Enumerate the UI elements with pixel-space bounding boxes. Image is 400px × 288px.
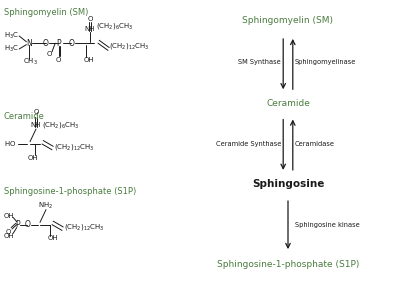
Text: N: N: [26, 39, 32, 48]
Text: Sphingosine: Sphingosine: [252, 179, 324, 189]
Text: OH: OH: [84, 57, 94, 63]
Text: OH: OH: [47, 236, 58, 241]
Text: Ceramide: Ceramide: [4, 112, 45, 121]
Text: Sphingomyelin (SM): Sphingomyelin (SM): [242, 16, 334, 25]
Text: O: O: [43, 39, 49, 48]
Text: $\mathregular{H_3C}$: $\mathregular{H_3C}$: [4, 44, 19, 54]
Text: $\mathregular{H_3C}$: $\mathregular{H_3C}$: [4, 31, 19, 41]
Text: O: O: [55, 57, 61, 63]
Text: $\mathregular{(CH_2)_6CH_3}$: $\mathregular{(CH_2)_6CH_3}$: [42, 120, 79, 130]
Text: Sphingosine-1-phosphate (S1P): Sphingosine-1-phosphate (S1P): [217, 260, 359, 270]
Text: OH: OH: [28, 155, 39, 161]
Text: Ceramide Synthase: Ceramide Synthase: [216, 141, 281, 147]
Text: OH: OH: [4, 233, 15, 239]
Text: $\mathregular{CH_3}$: $\mathregular{CH_3}$: [23, 57, 38, 67]
Text: O: O: [87, 16, 93, 22]
Text: O: O: [69, 39, 75, 48]
Text: P: P: [16, 220, 20, 229]
Text: NH: NH: [85, 26, 95, 32]
Text: Ceramide: Ceramide: [266, 99, 310, 108]
Text: Sphingosine-1-phosphate (S1P): Sphingosine-1-phosphate (S1P): [4, 187, 136, 196]
Text: OH: OH: [4, 213, 15, 219]
Text: $\mathregular{HO}$: $\mathregular{HO}$: [4, 139, 16, 149]
Text: O: O: [46, 51, 52, 57]
Text: Sphingosine kinase: Sphingosine kinase: [295, 222, 360, 228]
Text: P: P: [56, 39, 61, 48]
Text: Ceramidase: Ceramidase: [295, 141, 335, 147]
Text: O: O: [25, 220, 31, 229]
Text: $\mathregular{(CH_2)_{12}CH_3}$: $\mathregular{(CH_2)_{12}CH_3}$: [109, 41, 150, 51]
Text: O: O: [33, 109, 39, 115]
Text: $\mathregular{(CH_2)_{12}CH_3}$: $\mathregular{(CH_2)_{12}CH_3}$: [64, 222, 104, 232]
Text: O: O: [6, 229, 12, 235]
Text: Sphingomyelinase: Sphingomyelinase: [295, 59, 356, 65]
Text: $\mathregular{(CH_2)_{12}CH_3}$: $\mathregular{(CH_2)_{12}CH_3}$: [54, 143, 94, 152]
Text: $\mathregular{NH_2}$: $\mathregular{NH_2}$: [38, 201, 54, 211]
Text: Sphingomyelin (SM): Sphingomyelin (SM): [4, 8, 88, 18]
Text: $\mathregular{(CH_2)_6CH_3}$: $\mathregular{(CH_2)_6CH_3}$: [96, 21, 133, 31]
Text: SM Synthase: SM Synthase: [238, 59, 281, 65]
Text: NH: NH: [31, 122, 41, 128]
